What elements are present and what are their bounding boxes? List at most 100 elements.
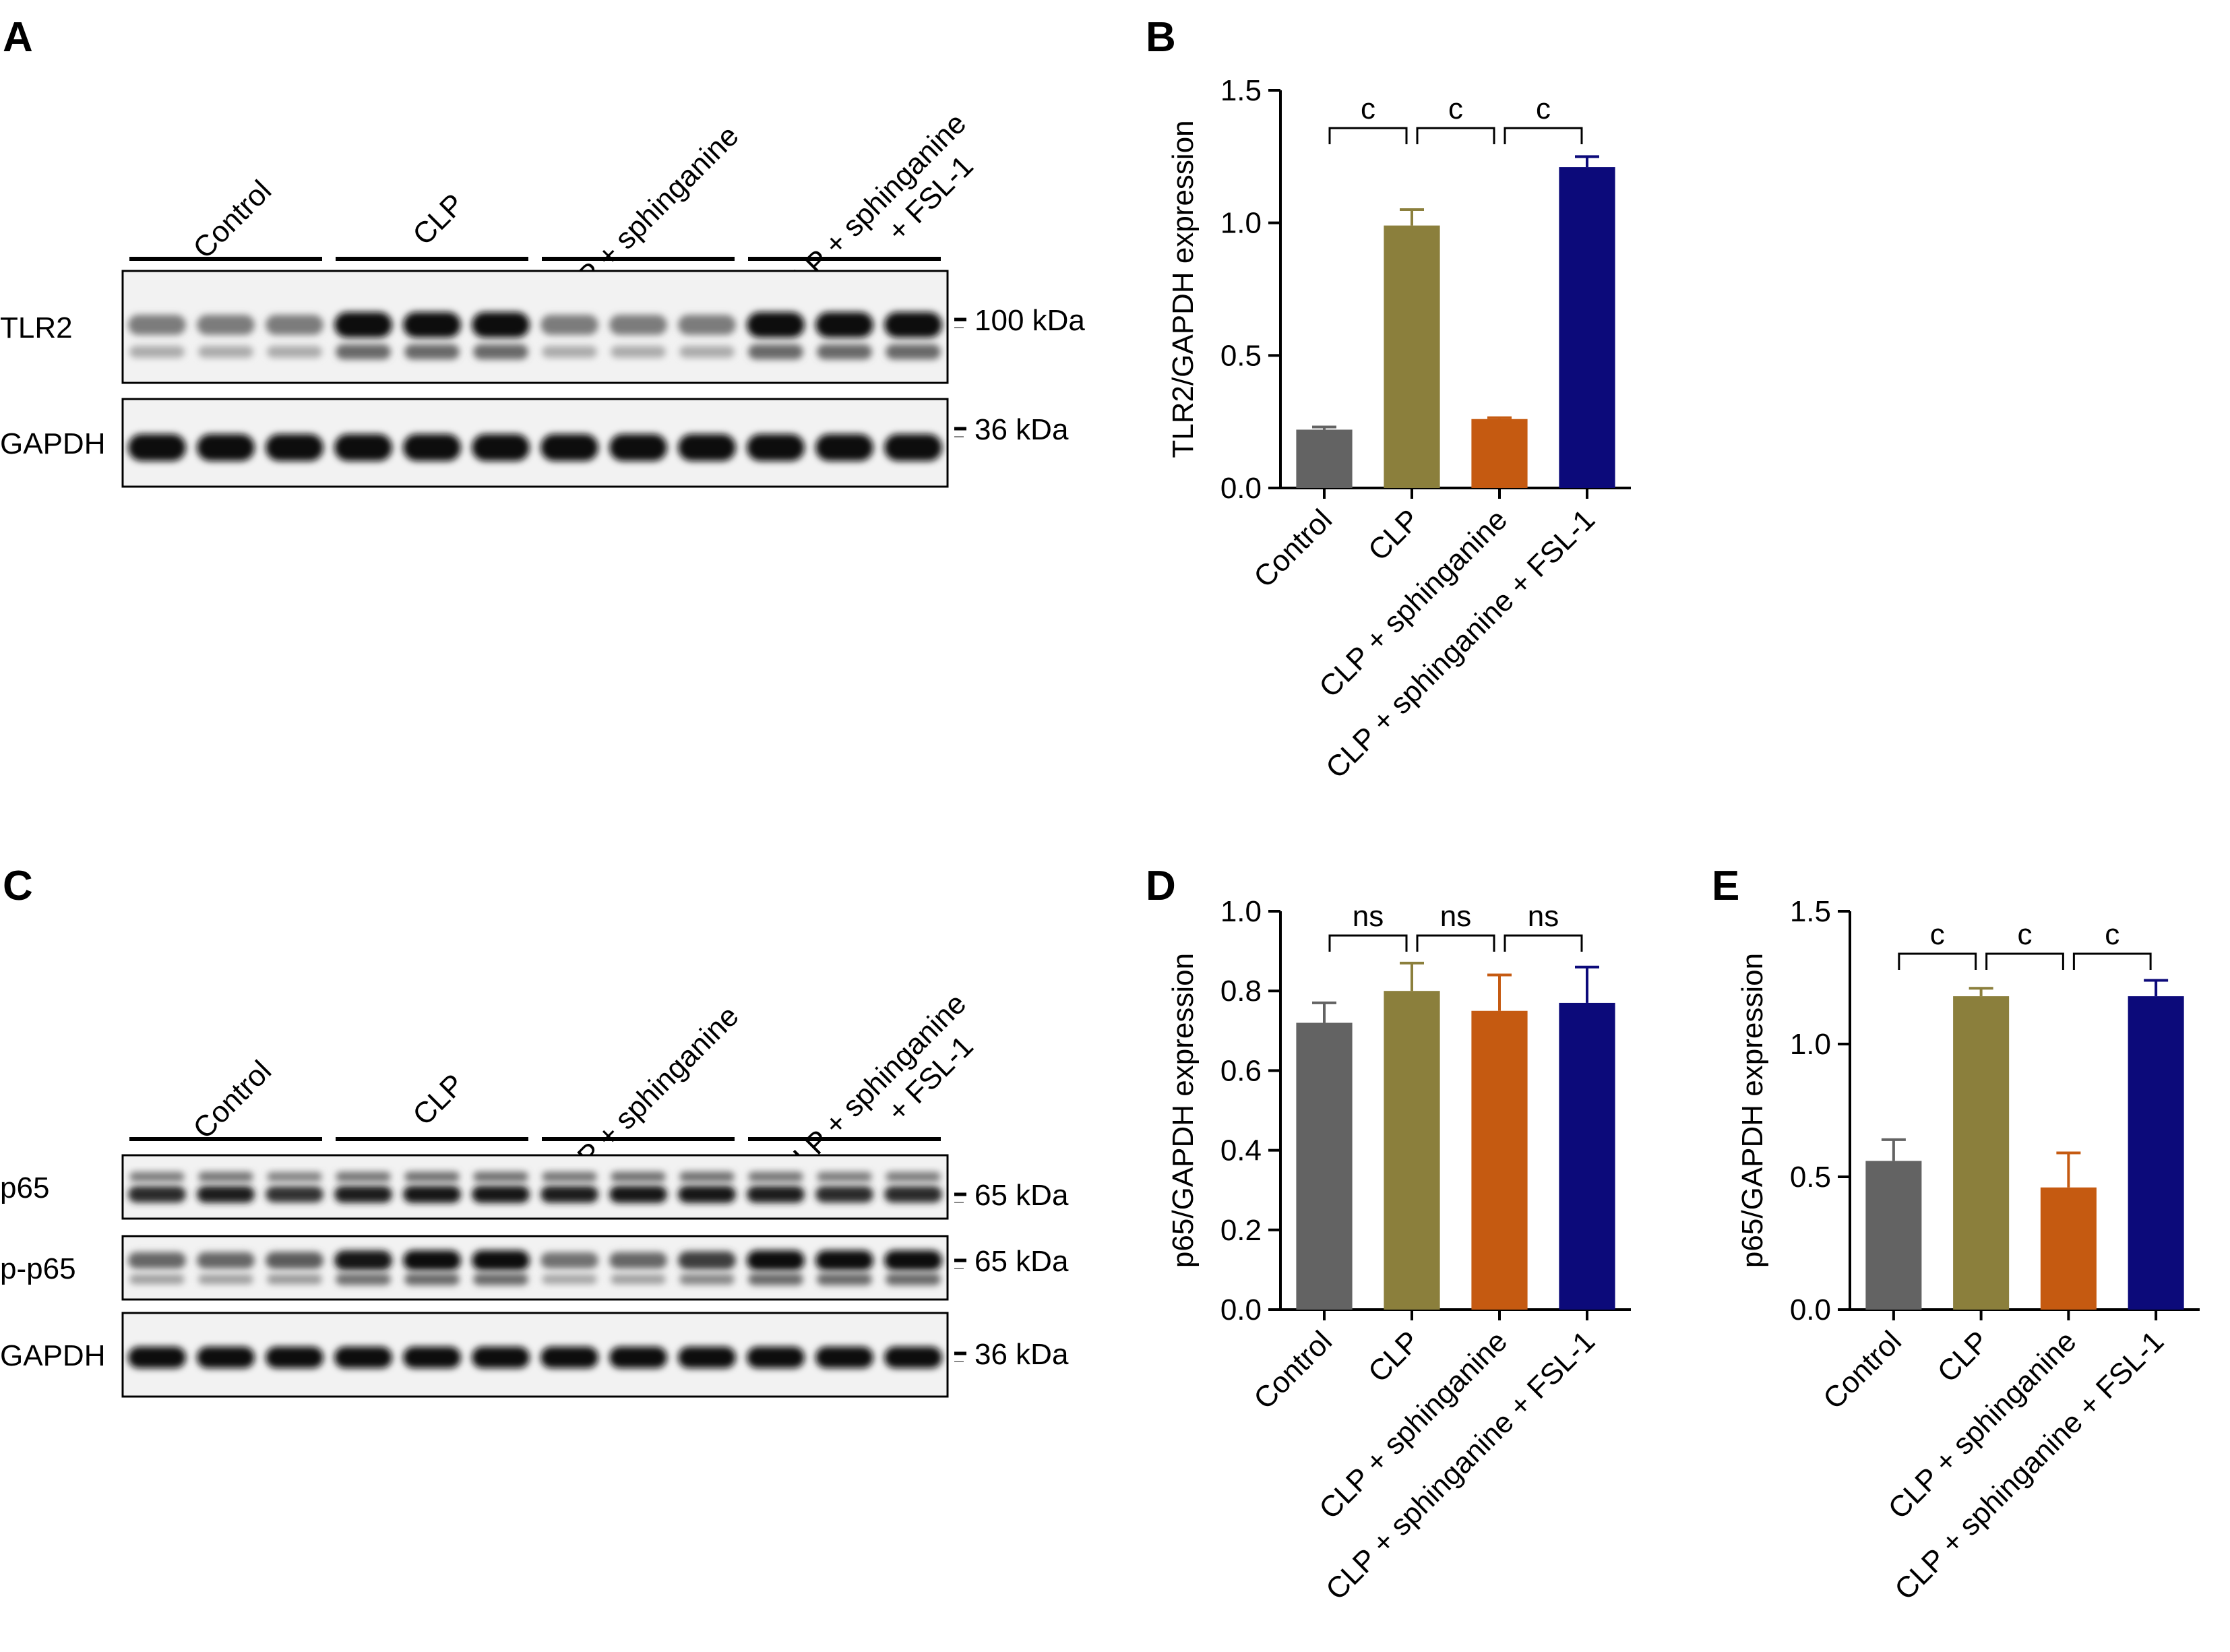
group-label: CLP [406, 187, 470, 251]
significance-label: ns [1528, 900, 1559, 933]
y-tick-label: 1.0 [1220, 207, 1262, 240]
blot-band [747, 312, 805, 338]
blot-band-secondary [886, 1171, 941, 1182]
blot-band [197, 1252, 255, 1269]
x-tick-label: CLP [1362, 1324, 1426, 1388]
significance-bracket [1985, 952, 2064, 970]
y-tick-label: 1.5 [1220, 74, 1262, 107]
western-blot-c: Control CLP CLP + sphinganine CLP + sphinga… [0, 987, 1069, 1398]
bar [1865, 1161, 1922, 1310]
group-label: Control [187, 1054, 278, 1145]
blot-band [197, 1347, 255, 1368]
blot-band-secondary [611, 346, 666, 358]
blot-band [403, 312, 461, 338]
blot-band-secondary [748, 344, 803, 360]
y-tick-label: 0.6 [1220, 1054, 1262, 1087]
blot-band-secondary [267, 1171, 322, 1182]
blot-band [609, 1186, 667, 1203]
marker-label: 36 kDa [974, 413, 1069, 446]
bar [1296, 429, 1353, 488]
blot-band [403, 434, 461, 461]
bar [2040, 1187, 2097, 1310]
blot-band [815, 1347, 873, 1368]
y-axis-label: p65/GAPDH expression [1167, 953, 1200, 1268]
blot-band [334, 1186, 392, 1203]
blot-row-label: p65 [0, 1171, 49, 1204]
significance-bracket [1416, 934, 1495, 952]
blot-band [747, 1347, 805, 1368]
blot-band [472, 1186, 530, 1203]
significance-bracket [1898, 952, 1977, 970]
blot-band-secondary [542, 1171, 597, 1182]
bar-chart-e: 0.0 0.5 1.0 1.5 p65/GAPDH expression Control C… [1736, 895, 2200, 1606]
blot-band [128, 315, 186, 335]
y-tick-label: 1.0 [1790, 1028, 1831, 1061]
blot-band [334, 1250, 392, 1271]
bar [1384, 991, 1440, 1310]
blot-band [678, 1186, 736, 1203]
blot-band [609, 315, 667, 335]
significance-label: c [1361, 92, 1375, 125]
blot-band-secondary [198, 1171, 253, 1182]
blot-band [472, 1347, 530, 1368]
blot-band [609, 1347, 667, 1368]
bar [1296, 1022, 1353, 1310]
marker-label: 36 kDa [974, 1338, 1069, 1371]
blot-band [472, 434, 530, 461]
blot-band [540, 315, 598, 335]
blot-band [747, 1250, 805, 1271]
blot-band [609, 434, 667, 461]
blot-band [334, 434, 392, 461]
western-blot-a: Control CLP CLP + sphinganine CLP + sphinga… [0, 106, 1085, 488]
panel-label-a: A [3, 14, 33, 61]
blot-background [124, 1157, 946, 1217]
blot-band [678, 434, 736, 461]
blot-band-secondary [679, 1171, 735, 1182]
blot-band-secondary [817, 1171, 872, 1182]
blot-band-secondary [129, 1274, 185, 1285]
blot-row-label: GAPDH [0, 427, 105, 460]
y-tick-label: 1.5 [1790, 895, 1831, 928]
blot-band-secondary [542, 1274, 597, 1285]
blot-band [884, 1186, 942, 1203]
blot-band-secondary [473, 1273, 528, 1285]
panel-label-b: B [1146, 14, 1176, 61]
marker-label: 100 kDa [974, 304, 1085, 337]
blot-band [747, 1186, 805, 1203]
y-axis-label: p65/GAPDH expression [1736, 953, 1769, 1268]
blot-band [403, 1186, 461, 1203]
blot-band-secondary [817, 1273, 872, 1285]
blot-band [197, 1186, 255, 1203]
y-tick-label: 0.0 [1220, 1293, 1262, 1326]
blot-band [815, 1250, 873, 1271]
significance-label: c [1930, 918, 1945, 951]
significance-label: c [1536, 92, 1551, 125]
blot-band [128, 434, 186, 461]
blot-band [540, 1347, 598, 1368]
blot-band [128, 1252, 186, 1269]
blot-band [678, 1347, 736, 1368]
significance-bracket [1416, 127, 1495, 144]
blot-band-secondary [129, 1171, 185, 1182]
significance-label: c [2018, 918, 2033, 951]
significance-bracket [1328, 127, 1408, 144]
blot-band [334, 1347, 392, 1368]
marker-label: 65 kDa [974, 1179, 1069, 1212]
blot-band [197, 315, 255, 335]
blot-band [815, 434, 873, 461]
y-tick-label: 0.2 [1220, 1214, 1262, 1247]
blot-band [266, 1252, 323, 1269]
blot-band [403, 1250, 461, 1271]
group-label: Control [187, 174, 278, 265]
blot-band-secondary [404, 1273, 460, 1285]
significance-bracket [1328, 934, 1408, 952]
blot-band-secondary [886, 344, 941, 360]
blot-band [747, 434, 805, 461]
marker-label: 65 kDa [974, 1245, 1069, 1278]
blot-band-secondary [267, 1274, 322, 1285]
blot-band-secondary [336, 344, 391, 360]
significance-label: c [1448, 92, 1463, 125]
blot-band-secondary [817, 344, 872, 360]
x-tick-label: CLP [1362, 503, 1426, 567]
x-tick-label: Control [1247, 503, 1338, 594]
